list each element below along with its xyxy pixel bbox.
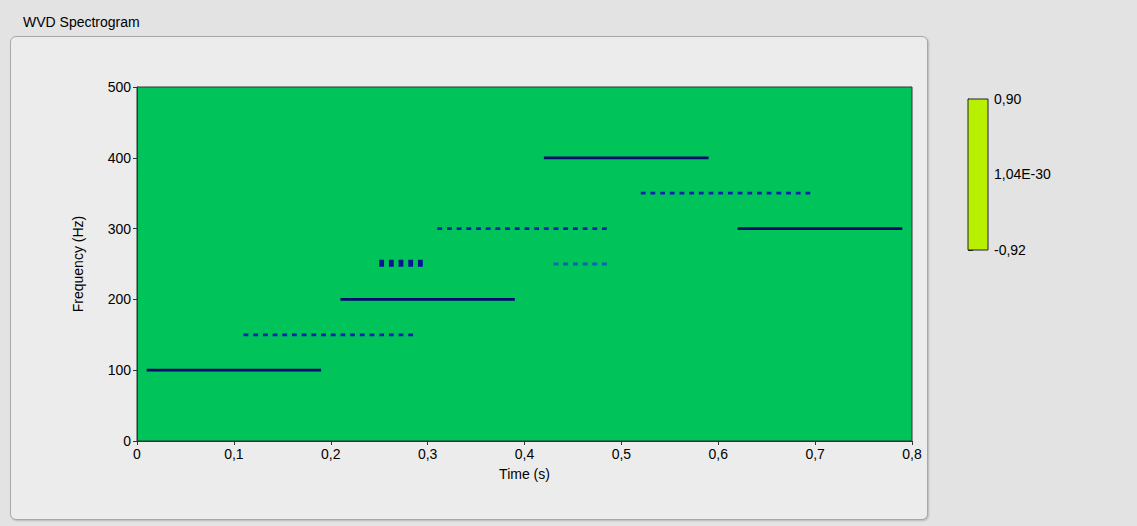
- svg-text:400: 400: [108, 150, 132, 166]
- svg-text:-0,92: -0,92: [994, 242, 1026, 258]
- svg-text:300: 300: [108, 221, 132, 237]
- svg-text:0,4: 0,4: [515, 446, 535, 462]
- svg-text:0,3: 0,3: [418, 446, 438, 462]
- svg-text:500: 500: [108, 79, 132, 95]
- svg-text:0,1: 0,1: [224, 446, 244, 462]
- svg-text:0: 0: [133, 446, 141, 462]
- svg-text:200: 200: [108, 291, 132, 307]
- svg-text:1,04E-30: 1,04E-30: [994, 166, 1051, 182]
- svg-text:100: 100: [108, 362, 132, 378]
- svg-text:Time (s): Time (s): [499, 466, 550, 482]
- svg-text:0,2: 0,2: [321, 446, 341, 462]
- svg-text:0: 0: [123, 433, 131, 449]
- svg-text:0,7: 0,7: [805, 446, 825, 462]
- svg-text:0,8: 0,8: [902, 446, 922, 462]
- svg-text:WVD Spectrogram: WVD Spectrogram: [23, 14, 140, 30]
- svg-text:0,5: 0,5: [612, 446, 632, 462]
- svg-text:Frequency (Hz): Frequency (Hz): [70, 216, 86, 312]
- svg-text:0,6: 0,6: [709, 446, 729, 462]
- svg-text:0,90: 0,90: [994, 91, 1021, 107]
